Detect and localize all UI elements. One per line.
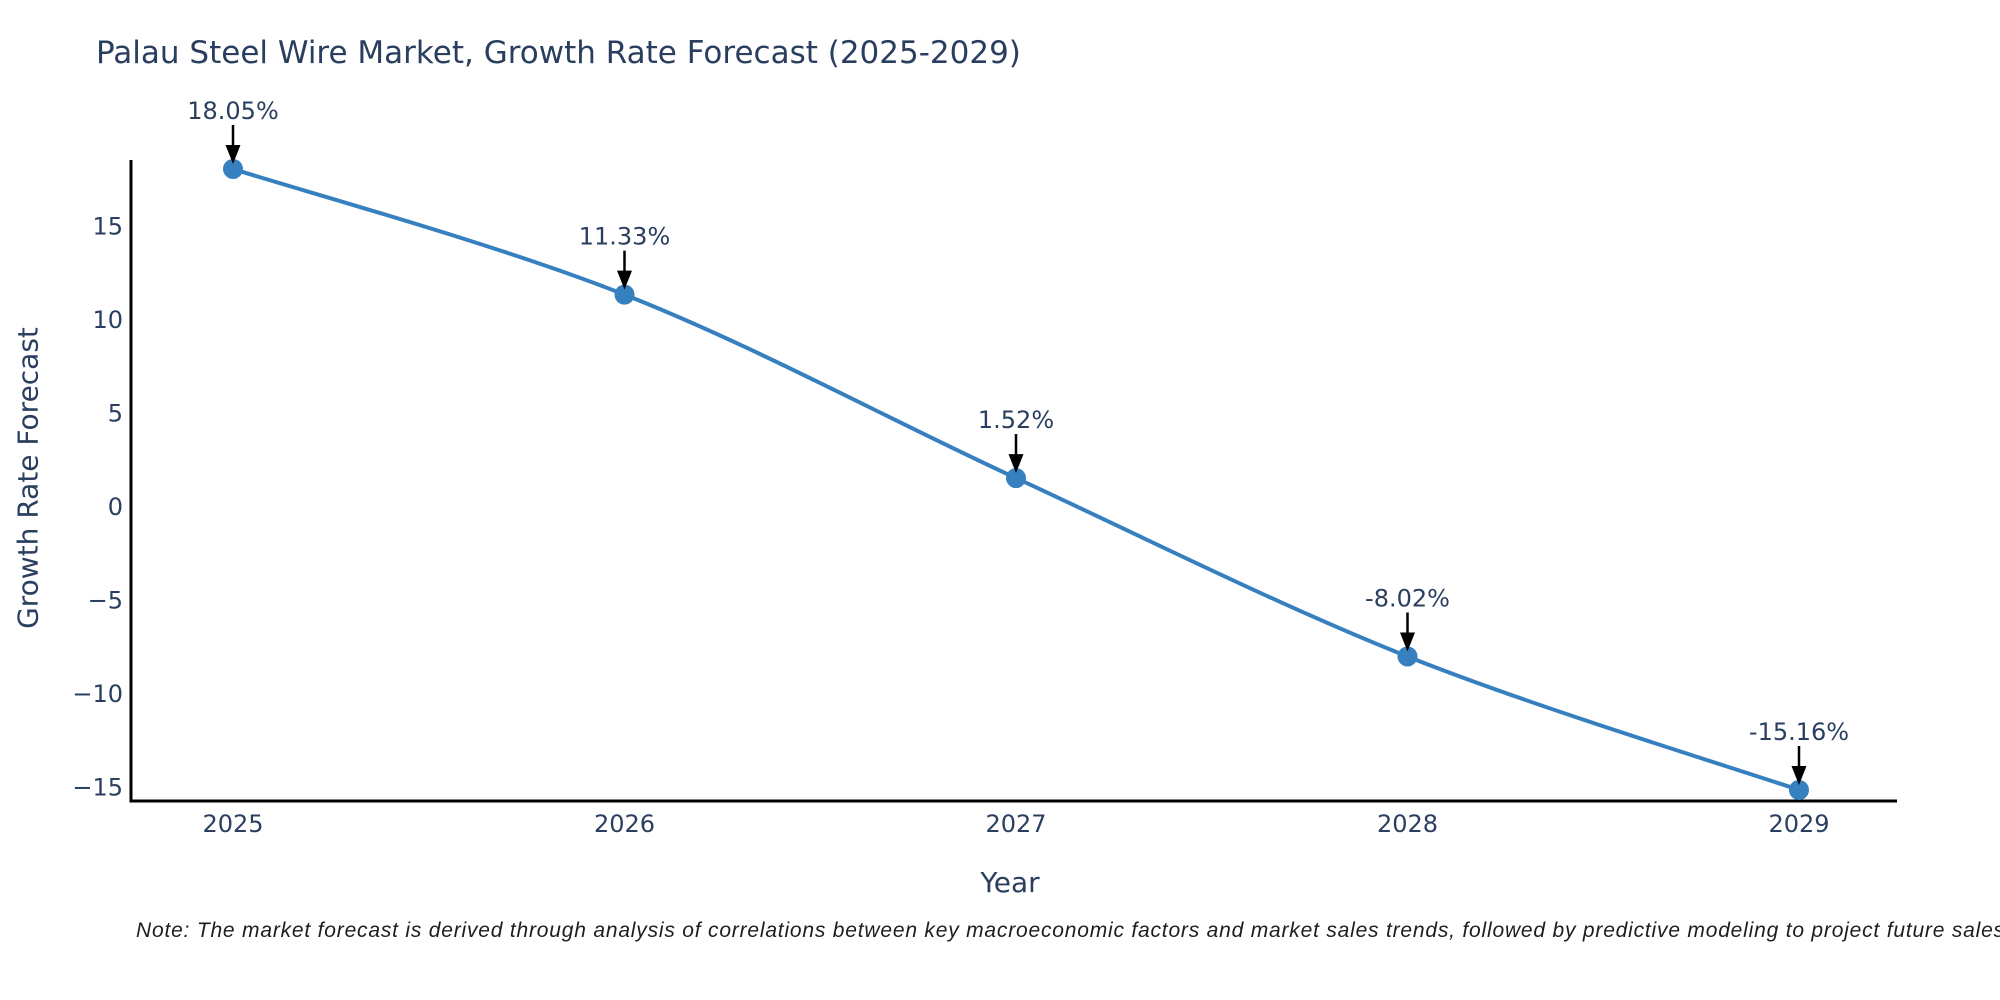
chart-note: Note: The market forecast is derived thr… — [136, 919, 2000, 942]
y-tick-label: 5 — [108, 400, 123, 428]
point-value-label: -15.16% — [1749, 718, 1849, 746]
data-point-2026 — [614, 284, 635, 305]
annotation-arrow-head — [1791, 765, 1807, 785]
x-tick-label: 2025 — [202, 810, 263, 838]
y-tick-label: 15 — [92, 213, 123, 241]
y-tick-label: −5 — [88, 587, 123, 615]
y-tick-label: 0 — [108, 493, 123, 521]
annotation-arrow-head — [1008, 454, 1024, 474]
data-point-2028 — [1397, 646, 1418, 667]
x-tick-label: 2028 — [1377, 810, 1438, 838]
point-value-label: -8.02% — [1365, 584, 1450, 612]
data-point-2027 — [1006, 468, 1026, 489]
point-value-label: 11.33% — [579, 223, 671, 251]
y-tick-label: −15 — [72, 774, 123, 802]
annotation-arrow-head — [1400, 632, 1415, 652]
point-value-label: 18.05% — [187, 97, 279, 125]
annotation-arrow-head — [617, 270, 632, 290]
x-tick-label: 2026 — [594, 810, 655, 838]
x-tick-label: 2027 — [985, 810, 1046, 838]
point-value-label: 1.52% — [978, 406, 1054, 434]
x-axis-title: Year — [980, 866, 1040, 899]
y-tick-label: −10 — [72, 680, 123, 708]
chart-title: Palau Steel Wire Market, Growth Rate For… — [96, 35, 1021, 71]
y-tick-label: 10 — [92, 306, 123, 334]
annotation-arrow-head — [225, 144, 241, 164]
y-axis-title: Growth Rate Forecast — [11, 327, 45, 629]
data-point-2025 — [223, 158, 243, 179]
x-tick-label: 2029 — [1768, 810, 1829, 838]
data-point-2029 — [1789, 779, 1809, 800]
